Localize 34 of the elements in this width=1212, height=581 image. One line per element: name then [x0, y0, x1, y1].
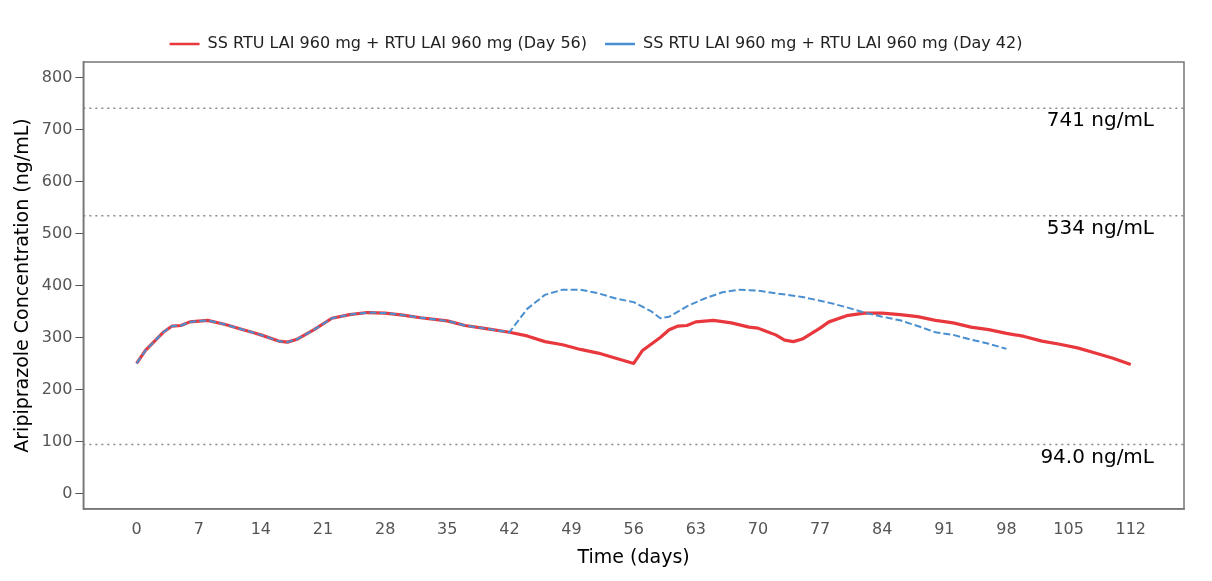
x-tick-label: 0 [131, 518, 142, 538]
x-tick-label: 21 [312, 518, 334, 538]
x-tick-label: 7 [193, 518, 204, 538]
y-axis-title: Aripiprazole Concentration (ng/mL) [10, 118, 33, 453]
x-tick-label: 77 [809, 518, 831, 538]
legend-label: SS RTU LAI 960 mg + RTU LAI 960 mg (Day 56) [207, 33, 588, 53]
x-tick-label: 42 [499, 518, 520, 538]
x-tick-label: 56 [623, 518, 644, 538]
x-tick-label: 84 [872, 518, 893, 538]
x-tick-label: 28 [374, 518, 396, 538]
x-axis-title: Time (days) [576, 544, 690, 567]
y-tick-label: 700 [41, 118, 73, 138]
line-series [135, 288, 1008, 365]
x-tick-label: 70 [747, 518, 769, 538]
x-tick-label: 112 [1115, 518, 1147, 538]
x-tick-label: 49 [561, 518, 582, 538]
y-tick-label: 400 [41, 274, 73, 294]
ref-line-label: 741 ng/mL [1046, 107, 1155, 132]
legend-label: SS RTU LAI 960 mg + RTU LAI 960 mg (Day 42) [643, 33, 1023, 53]
x-tick-label: 98 [996, 518, 1017, 538]
y-tick-label: 800 [41, 66, 73, 86]
x-tick-label: 105 [1053, 518, 1084, 538]
y-tick-label: 100 [41, 430, 73, 450]
x-tick-label: 91 [934, 518, 955, 538]
x-tick-label: 35 [437, 518, 458, 538]
y-tick-label: 600 [41, 170, 73, 190]
x-tick-label: 14 [250, 518, 272, 538]
x-tick-label: 63 [685, 518, 706, 538]
y-tick-label: 300 [41, 326, 73, 346]
y-tick-label: 0 [62, 482, 73, 502]
y-tick-label: 200 [41, 378, 73, 398]
ref-line-label: 94.0 ng/mL [1040, 443, 1155, 468]
y-tick-label: 500 [41, 222, 73, 242]
ref-line-label: 534 ng/mL [1046, 215, 1155, 240]
